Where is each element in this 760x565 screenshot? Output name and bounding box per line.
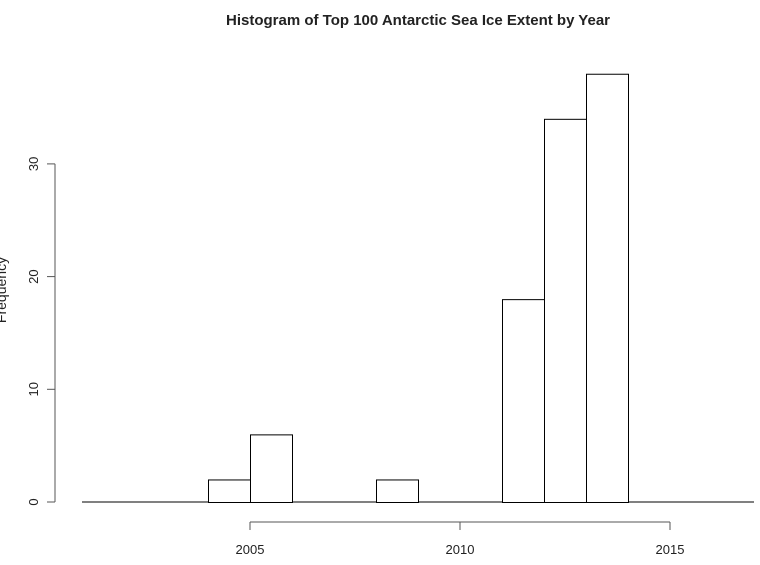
x-tick-label: 2010 [446,542,475,557]
histogram-bar [376,479,419,503]
y-tick-label: 20 [26,269,41,283]
x-tick-label: 2005 [236,542,265,557]
histogram-bar [208,479,251,503]
x-tick-label: 2015 [656,542,685,557]
y-axis-label: Frequency [0,257,9,323]
histogram-bar [544,118,587,503]
histogram-bar [502,299,545,504]
histogram-bar [586,73,629,504]
histogram-bar [250,434,293,504]
chart-title: Histogram of Top 100 Antarctic Sea Ice E… [226,12,610,29]
y-tick-label: 10 [26,382,41,396]
y-tick-label: 30 [26,157,41,171]
y-tick-label: 0 [26,498,41,505]
